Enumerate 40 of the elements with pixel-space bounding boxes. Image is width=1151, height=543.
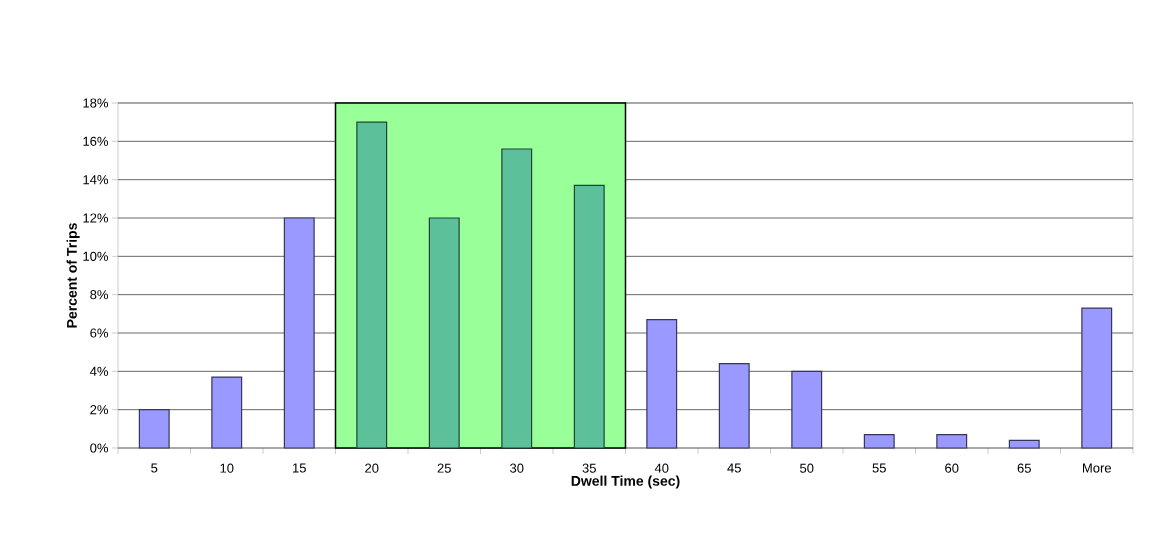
x-tick-label: 30 (510, 463, 524, 473)
y-tick-label: 18% (83, 98, 109, 108)
y-tick-label: 8% (90, 290, 109, 300)
y-tick-label: 14% (83, 175, 109, 185)
y-axis-title: Percent of Trips (66, 223, 80, 328)
bar (573, 184, 605, 449)
bar (1081, 307, 1113, 449)
x-axis-title: Dwell Time (sec) (571, 475, 680, 489)
bar (791, 370, 823, 449)
bar (863, 433, 895, 449)
y-tick-label: 16% (83, 136, 109, 146)
bar (501, 148, 533, 449)
bar (718, 363, 750, 449)
y-tick-label: 12% (83, 213, 109, 223)
x-tick-label: 15 (293, 463, 306, 473)
bar (1008, 439, 1040, 449)
bar (283, 217, 315, 449)
y-tick-label: 4% (89, 366, 109, 376)
bar (356, 121, 388, 449)
bar (646, 318, 678, 449)
x-tick-label: More (1083, 463, 1111, 473)
bar (138, 409, 170, 449)
x-tick-label: 60 (945, 463, 959, 473)
x-tick-label: 25 (437, 463, 451, 473)
x-tick-label: 35 (582, 463, 596, 473)
x-tick-label: 20 (365, 463, 379, 473)
bar (211, 376, 243, 449)
y-tick-label: 10% (83, 251, 109, 261)
y-tick-label: 6% (90, 328, 109, 338)
bar (428, 217, 460, 449)
x-tick-label: 5 (151, 463, 158, 473)
x-tick-label: 65 (1017, 463, 1031, 473)
x-tick-label: 10 (220, 463, 234, 473)
y-tick-label: 2% (90, 405, 109, 415)
x-tick-label: 40 (654, 463, 669, 473)
bar (936, 433, 968, 449)
x-tick-label: 55 (872, 463, 886, 473)
x-tick-label: 50 (800, 463, 814, 473)
x-tick-label: 45 (727, 463, 741, 473)
y-tick-label: 0% (90, 443, 109, 453)
